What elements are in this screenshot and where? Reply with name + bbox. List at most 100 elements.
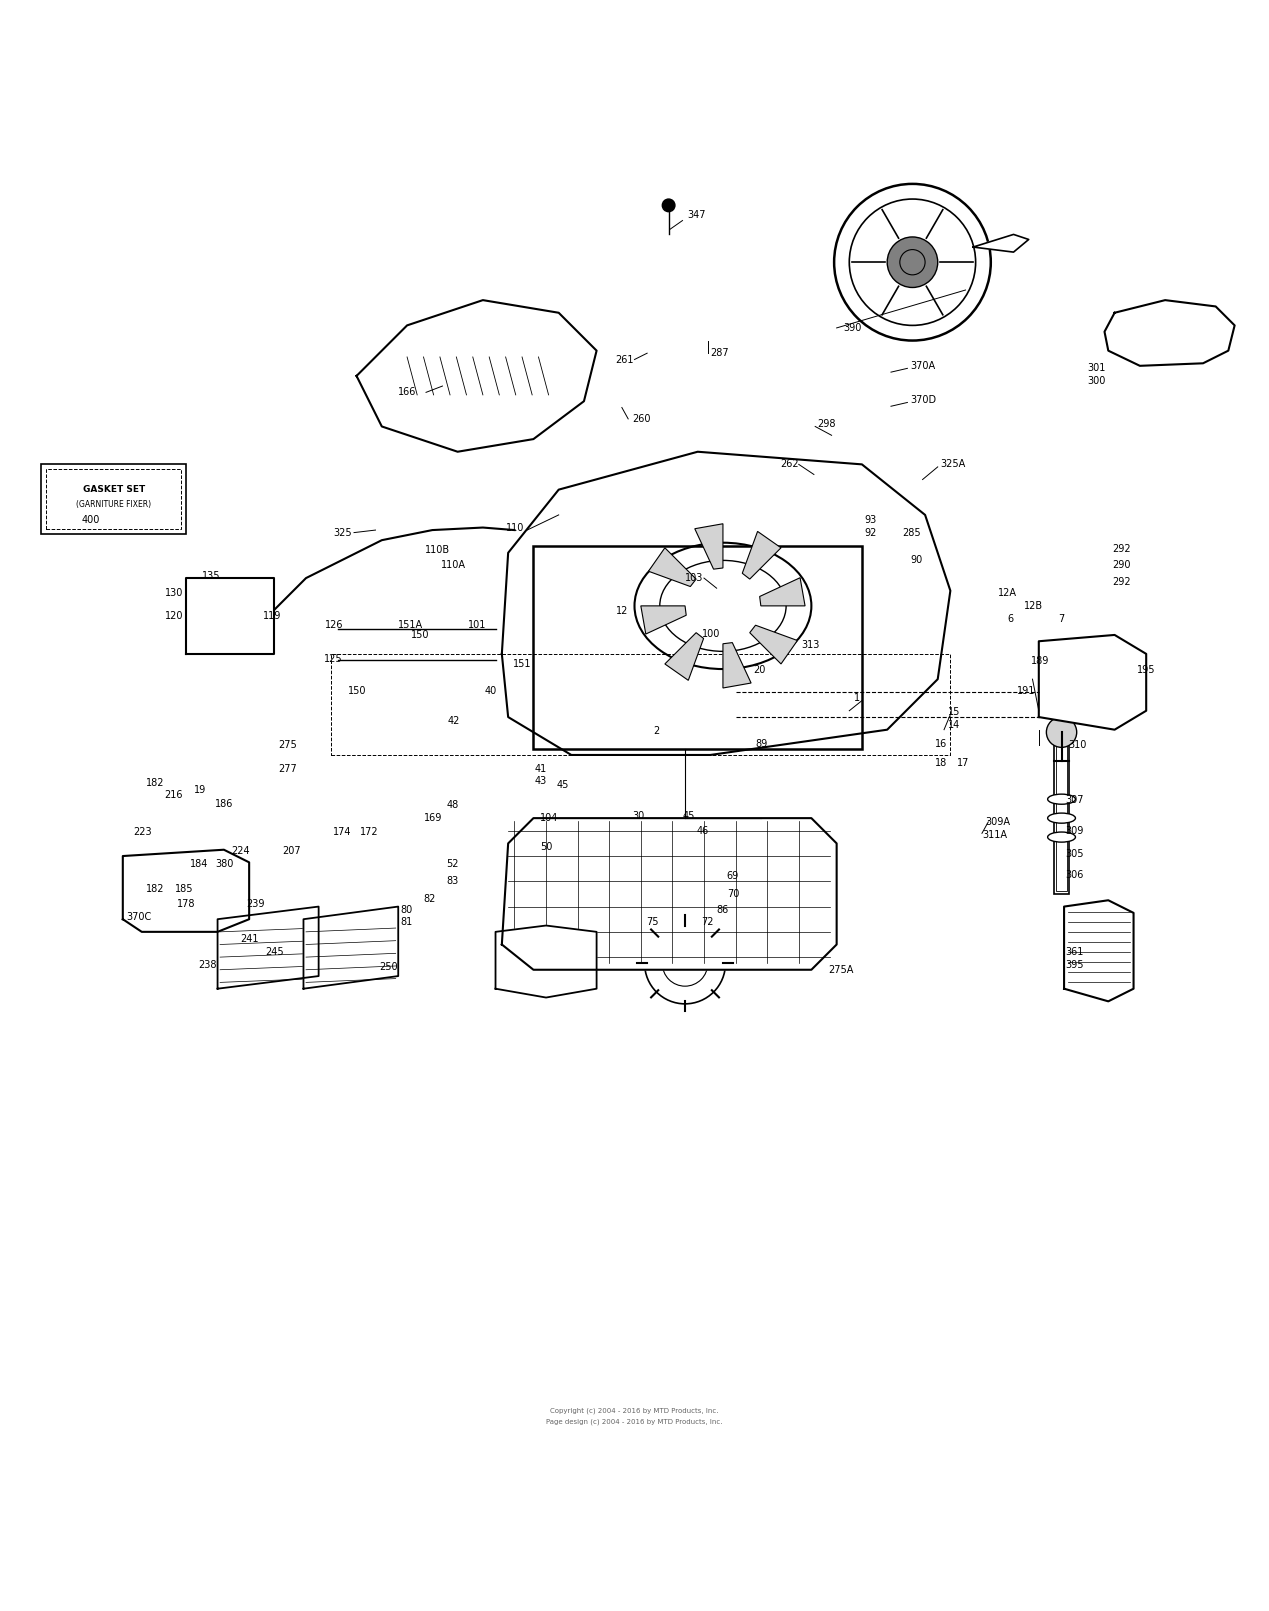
Polygon shape — [648, 548, 697, 586]
Text: 70: 70 — [727, 889, 739, 899]
Text: 151A: 151A — [398, 620, 424, 630]
Text: 172: 172 — [360, 826, 379, 838]
Polygon shape — [750, 625, 797, 664]
Ellipse shape — [1048, 831, 1075, 843]
Text: 41: 41 — [534, 764, 547, 773]
Text: 347: 347 — [688, 211, 706, 221]
Text: 174: 174 — [332, 826, 352, 838]
Text: 245: 245 — [265, 947, 284, 957]
Text: 275: 275 — [278, 739, 297, 749]
Text: 130: 130 — [165, 588, 183, 598]
Text: 195: 195 — [1137, 665, 1156, 675]
Text: 186: 186 — [214, 799, 233, 809]
Text: 325A: 325A — [940, 459, 966, 469]
Text: 313: 313 — [801, 640, 820, 651]
Text: 285: 285 — [902, 527, 921, 538]
Text: 135: 135 — [202, 570, 221, 580]
Text: 223: 223 — [133, 826, 151, 838]
Text: 306: 306 — [1066, 870, 1084, 880]
Text: 310: 310 — [1067, 739, 1086, 749]
Circle shape — [887, 237, 938, 287]
Text: 16: 16 — [935, 738, 948, 749]
Text: 12B: 12B — [1024, 601, 1043, 611]
Text: 42: 42 — [448, 715, 459, 727]
Text: 400: 400 — [81, 516, 99, 525]
Text: 292: 292 — [1112, 545, 1131, 554]
Text: 92: 92 — [864, 527, 877, 538]
Text: Copyright (c) 2004 - 2016 by MTD Products, Inc.: Copyright (c) 2004 - 2016 by MTD Product… — [551, 1408, 718, 1414]
Polygon shape — [123, 849, 249, 931]
Polygon shape — [641, 606, 687, 635]
Text: 305: 305 — [1066, 849, 1084, 859]
Bar — [197, 586, 265, 644]
Ellipse shape — [1048, 814, 1075, 823]
Text: 301: 301 — [1086, 364, 1105, 374]
Circle shape — [1047, 717, 1076, 748]
Text: 45: 45 — [556, 780, 569, 791]
Text: 110: 110 — [505, 522, 524, 533]
Text: 189: 189 — [1032, 656, 1049, 667]
Polygon shape — [501, 818, 836, 970]
Text: 182: 182 — [146, 778, 164, 788]
Text: 290: 290 — [1112, 561, 1131, 570]
Polygon shape — [973, 235, 1029, 251]
Text: 120: 120 — [165, 611, 183, 620]
Text: 191: 191 — [1018, 686, 1036, 696]
Text: 30: 30 — [632, 810, 645, 820]
Text: 380: 380 — [214, 859, 233, 868]
Text: 50: 50 — [539, 843, 552, 852]
Text: 207: 207 — [282, 846, 301, 855]
Text: 185: 185 — [175, 884, 193, 894]
Text: 40: 40 — [485, 686, 496, 696]
Text: 101: 101 — [468, 620, 486, 630]
Text: 184: 184 — [190, 859, 208, 868]
Text: 119: 119 — [263, 611, 282, 620]
Text: 241: 241 — [240, 934, 259, 944]
Text: GASKET SET: GASKET SET — [82, 485, 145, 495]
Polygon shape — [742, 532, 780, 578]
Circle shape — [1154, 316, 1184, 346]
Polygon shape — [665, 633, 703, 680]
Text: 80: 80 — [401, 905, 412, 915]
Polygon shape — [357, 300, 596, 451]
Text: 12: 12 — [615, 606, 628, 615]
Text: 125: 125 — [324, 654, 343, 664]
Bar — [41, 464, 187, 533]
Text: 216: 216 — [165, 791, 183, 801]
Text: 325: 325 — [334, 527, 353, 538]
Text: 309: 309 — [1066, 826, 1084, 836]
Text: 52: 52 — [447, 859, 459, 868]
Text: 12A: 12A — [999, 588, 1018, 598]
Text: 110A: 110A — [442, 561, 466, 570]
Text: 311A: 311A — [982, 830, 1006, 839]
Text: 169: 169 — [424, 814, 442, 823]
Polygon shape — [217, 907, 319, 989]
Text: 18: 18 — [935, 757, 948, 767]
Text: 238: 238 — [199, 960, 217, 970]
Text: 239: 239 — [246, 899, 265, 909]
Polygon shape — [187, 578, 274, 654]
Text: 309A: 309A — [986, 817, 1010, 826]
Text: Page design (c) 2004 - 2016 by MTD Products, Inc.: Page design (c) 2004 - 2016 by MTD Produ… — [546, 1418, 723, 1424]
Polygon shape — [695, 524, 723, 569]
Text: (GARNITURE FIXER): (GARNITURE FIXER) — [76, 501, 151, 509]
Text: 110B: 110B — [425, 545, 450, 556]
Text: 126: 126 — [325, 620, 344, 630]
Polygon shape — [1104, 300, 1235, 366]
Text: 261: 261 — [615, 354, 634, 364]
Text: 390: 390 — [843, 322, 862, 333]
Text: 93: 93 — [864, 516, 877, 525]
Text: 90: 90 — [910, 556, 923, 565]
Text: 370A: 370A — [910, 361, 935, 371]
Text: 46: 46 — [697, 826, 708, 836]
Bar — [331, 654, 950, 756]
Text: 69: 69 — [727, 872, 739, 881]
Text: 43: 43 — [534, 777, 547, 786]
Bar — [533, 546, 862, 749]
Bar — [1055, 743, 1068, 894]
Text: 81: 81 — [401, 917, 412, 926]
Text: 298: 298 — [817, 419, 836, 429]
Text: 166: 166 — [398, 387, 416, 398]
Polygon shape — [303, 907, 398, 989]
Text: 103: 103 — [685, 574, 703, 583]
